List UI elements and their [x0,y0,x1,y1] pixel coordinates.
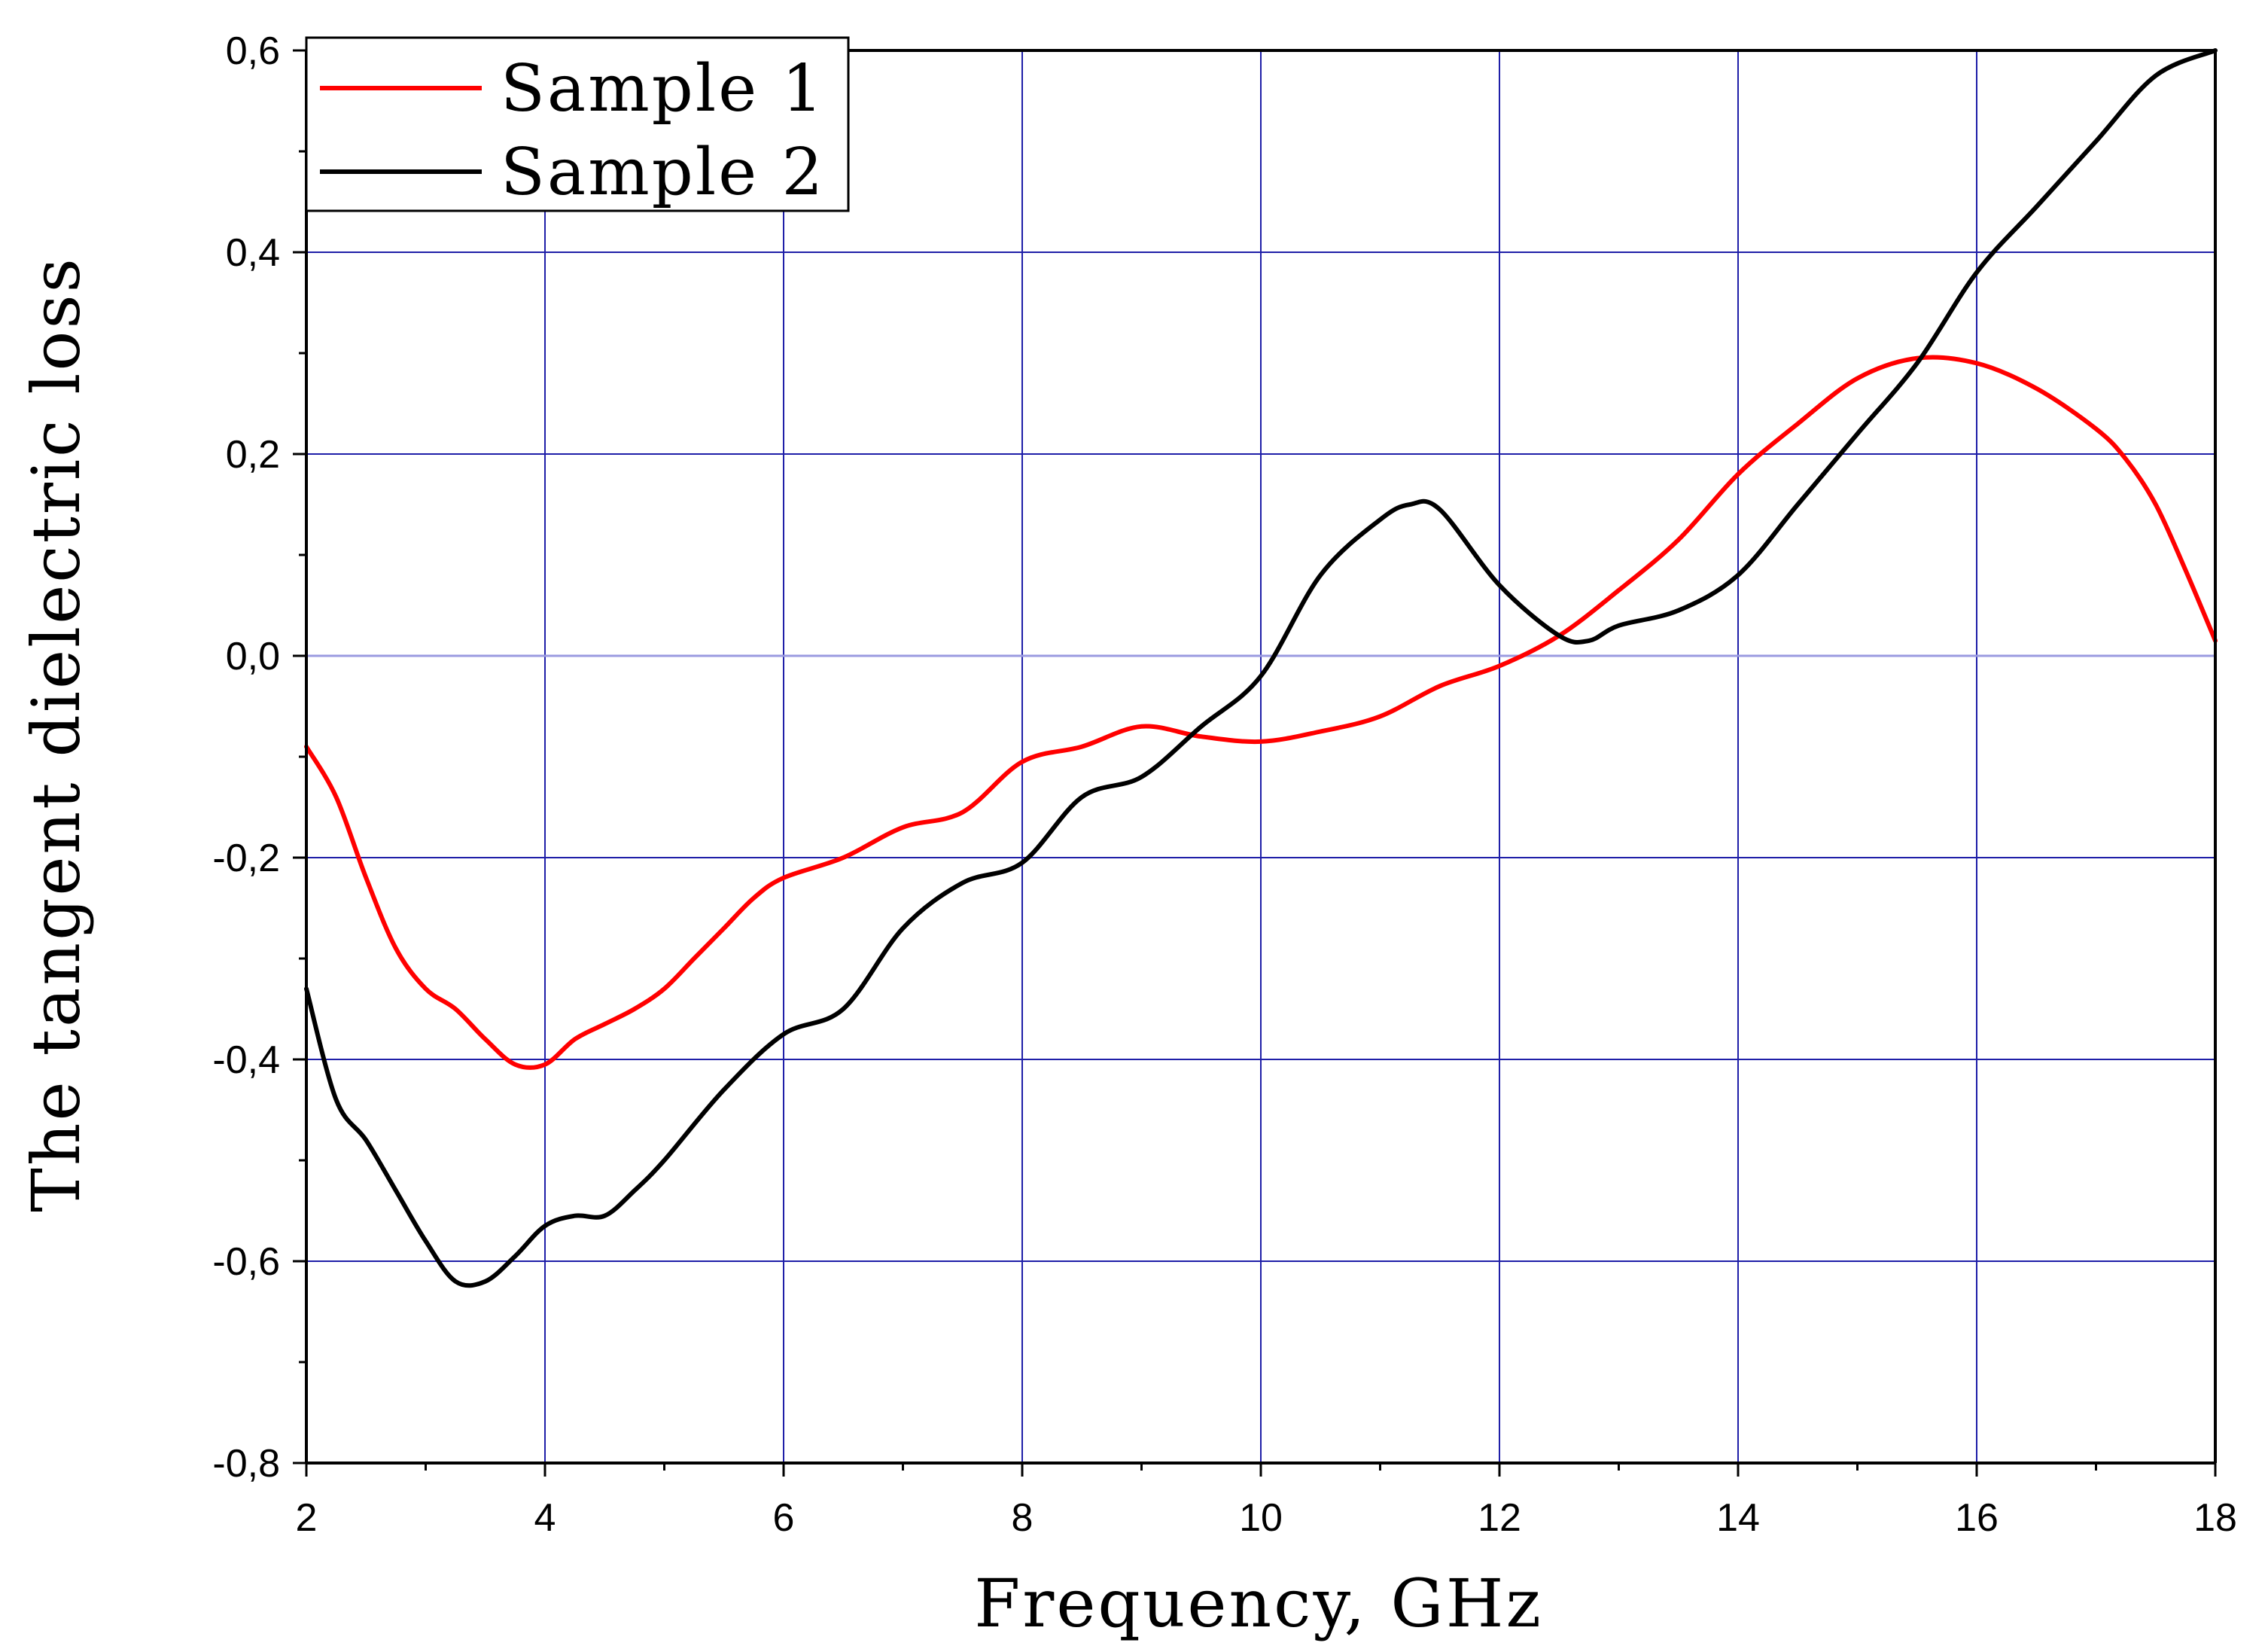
tick-labels: 2 4 6 8 10 12 14 16 18 -0,8 -0,6 -0,4 -0,2 0,0 0,2 0,4 0… [212,29,2237,1540]
x-tick-label: 12 [1478,1496,1521,1540]
legend-label-sample-1: Sample 1 [501,51,825,126]
y-tick-label: 0,6 [226,29,280,73]
y-tick-label: -0,6 [212,1240,280,1284]
legend: Sample 1 Sample 2 [305,36,850,212]
series-line-sample-2 [304,48,2218,1288]
x-tick-label: 10 [1239,1496,1283,1540]
x-axis-title: Frequency, GHz [974,1565,1543,1642]
x-tick-label: 14 [1716,1496,1760,1540]
y-axis-title: The tangent dielectric loss [17,256,95,1212]
x-tick-label: 6 [773,1496,795,1540]
legend-label-sample-2: Sample 2 [501,135,825,210]
series-lines [304,48,2218,1288]
grid [306,50,2215,1463]
series-line-sample-1 [304,355,2218,1070]
legend-box [305,36,850,212]
x-tick-label: 4 [534,1496,556,1540]
y-tick-label: -0,2 [212,837,280,880]
x-tick-label: 8 [1012,1496,1034,1540]
y-tick-label: 0,0 [226,635,280,678]
x-tick-label: 2 [296,1496,318,1540]
axes [293,49,2217,1477]
x-tick-label: 16 [1955,1496,1999,1540]
y-tick-label: -0,4 [212,1038,280,1082]
x-tick-label: 18 [2193,1496,2237,1540]
y-tick-label: 0,2 [226,433,280,477]
y-tick-label: -0,8 [212,1442,280,1486]
y-tick-label: 0,4 [226,231,280,275]
